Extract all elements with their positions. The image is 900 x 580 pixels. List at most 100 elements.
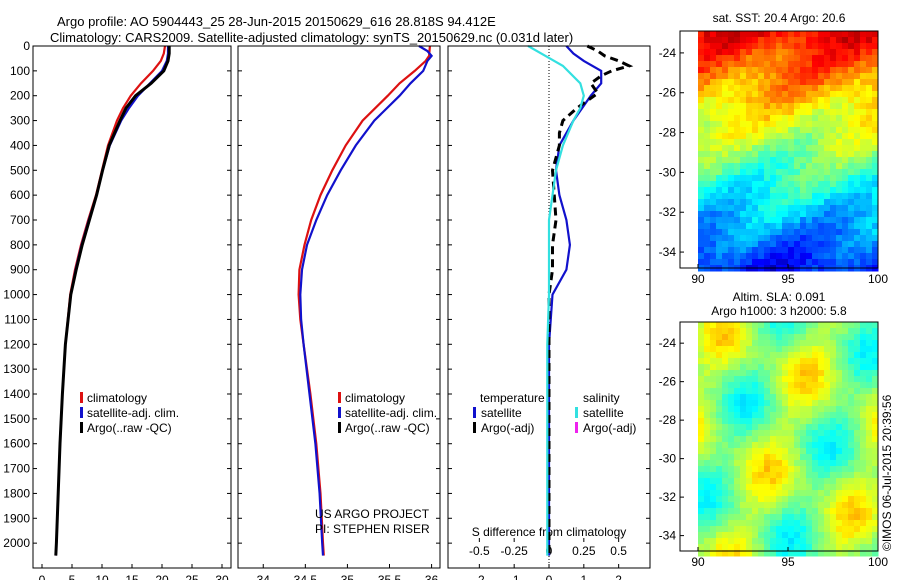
heatmap-cell <box>764 526 771 533</box>
heatmap-cell <box>776 79 783 86</box>
heatmap-cell <box>830 424 837 431</box>
heatmap-cell <box>728 151 735 158</box>
heatmap-cell <box>830 151 837 158</box>
heatmap-cell <box>788 91 795 98</box>
heatmap-cell <box>734 253 741 260</box>
heatmap-cell <box>746 103 753 110</box>
heatmap-cell <box>854 418 861 425</box>
heatmap-cell <box>788 169 795 176</box>
heatmap-cell <box>830 406 837 413</box>
heatmap-cell <box>698 181 705 188</box>
heatmap-cell <box>782 460 789 467</box>
heatmap-cell <box>788 67 795 74</box>
heatmap-cell <box>812 328 819 335</box>
heatmap-cell <box>710 205 717 212</box>
heatmap-cell <box>836 97 843 104</box>
heatmap-cell <box>782 442 789 449</box>
heatmap-cell <box>794 520 801 527</box>
heatmap-cell <box>752 532 759 539</box>
heatmap-cell <box>788 430 795 437</box>
heatmap-cell <box>806 430 813 437</box>
heatmap-cell <box>872 346 879 353</box>
heatmap-cell <box>716 418 723 425</box>
heatmap-cell <box>800 79 807 86</box>
heatmap-cell <box>740 436 747 443</box>
heatmap-cell <box>824 31 831 38</box>
heatmap-cell <box>872 223 879 230</box>
heatmap-cell <box>806 205 813 212</box>
heatmap-cell <box>836 352 843 359</box>
heatmap-cell <box>824 133 831 140</box>
heatmap-cell <box>800 247 807 254</box>
heatmap-cell <box>872 388 879 395</box>
heatmap-cell <box>734 145 741 152</box>
heatmap-cell <box>800 115 807 122</box>
heatmap-cell <box>806 67 813 74</box>
heatmap-cell <box>770 37 777 44</box>
heatmap-cell <box>830 247 837 254</box>
heatmap-cell <box>698 79 705 86</box>
heatmap-cell <box>698 217 705 224</box>
heatmap-cell <box>794 103 801 110</box>
heatmap-cell <box>770 187 777 194</box>
heatmap-cell <box>836 388 843 395</box>
heatmap-cell <box>824 532 831 539</box>
heatmap-cell <box>776 436 783 443</box>
heatmap-cell <box>872 502 879 509</box>
heatmap-cell <box>806 91 813 98</box>
heatmap-cell <box>872 73 879 80</box>
heatmap-cell <box>698 406 705 413</box>
heatmap-cell <box>782 151 789 158</box>
heatmap-cell <box>794 157 801 164</box>
heatmap-cell <box>770 334 777 341</box>
heatmap-cell <box>836 406 843 413</box>
heatmap-cell <box>722 151 729 158</box>
heatmap-cell <box>830 55 837 62</box>
heatmap-cell <box>704 490 711 497</box>
heatmap-cell <box>860 121 867 128</box>
heatmap-cell <box>854 223 861 230</box>
heatmap-cell <box>848 388 855 395</box>
heatmap-cell <box>746 163 753 170</box>
map-frame <box>679 321 879 552</box>
heatmap-cell <box>848 145 855 152</box>
heatmap-cell <box>740 466 747 473</box>
heatmap-cell <box>848 442 855 449</box>
heatmap-cell <box>764 424 771 431</box>
heatmap-cell <box>806 223 813 230</box>
series-line-blue <box>547 45 603 556</box>
heatmap-cell <box>734 259 741 266</box>
heatmap-cell <box>722 181 729 188</box>
heatmap-cell <box>812 484 819 491</box>
heatmap-cell <box>848 133 855 140</box>
heatmap-cell <box>698 121 705 128</box>
heatmap-cell <box>734 151 741 158</box>
heatmap-cell <box>746 454 753 461</box>
heatmap-cell <box>734 175 741 182</box>
heatmap-cell <box>728 121 735 128</box>
heatmap-cell <box>734 514 741 521</box>
heatmap-cell <box>698 388 705 395</box>
heatmap-cell <box>872 193 879 200</box>
heatmap-cell <box>764 97 771 104</box>
heatmap-cell <box>812 406 819 413</box>
heatmap-cell <box>854 37 861 44</box>
heatmap-cell <box>710 526 717 533</box>
heatmap-cell <box>722 133 729 140</box>
heatmap-cell <box>812 490 819 497</box>
heatmap-cell <box>782 259 789 266</box>
top-x-tick-label: 0.5 <box>610 544 627 558</box>
heatmap-cell <box>758 364 765 371</box>
heatmap-cell <box>824 424 831 431</box>
heatmap-cell <box>698 376 705 383</box>
heatmap-cell <box>794 37 801 44</box>
heatmap-cell <box>848 472 855 479</box>
heatmap-cell <box>836 37 843 44</box>
heatmap-cell <box>740 193 747 200</box>
heatmap-cell <box>854 472 861 479</box>
heatmap-cell <box>764 163 771 170</box>
heatmap-cell <box>710 79 717 86</box>
heatmap-cell <box>854 520 861 527</box>
heatmap-cell <box>716 37 723 44</box>
heatmap-cell <box>800 490 807 497</box>
